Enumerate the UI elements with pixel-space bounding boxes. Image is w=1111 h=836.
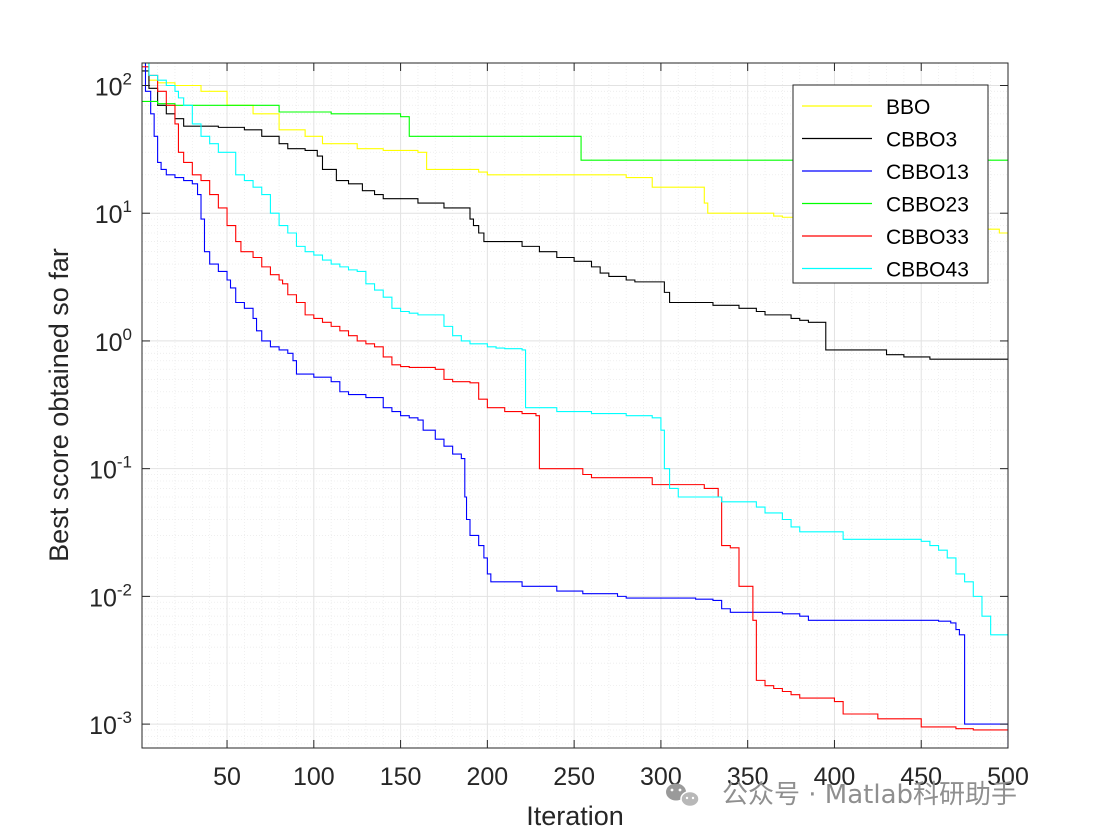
y-tick-label: 101 (95, 197, 132, 229)
legend-label: CBBO23 (886, 194, 969, 217)
x-axis-ticks: 50 100 150 200 250 300 350 400 450 500 (213, 63, 1029, 791)
legend-item-cbbo13[interactable]: CBBO13 (802, 161, 969, 184)
x-tick-label: 250 (553, 763, 595, 791)
legend: BBO CBBO3 CBBO13 CBBO23 CBBO33 CBBO43 (792, 84, 989, 284)
x-tick-label: 450 (900, 763, 942, 791)
y-tick-label: 102 (95, 69, 132, 101)
x-tick-label: 350 (727, 763, 769, 791)
x-tick-label: 500 (987, 763, 1029, 791)
watermark: 公众号 · Matlab科研助手 (666, 780, 1017, 810)
x-tick-label: 200 (466, 763, 508, 791)
legend-item-bbo[interactable]: BBO (802, 96, 930, 119)
series-line-cbbo33 (142, 66, 1008, 731)
legend-label: CBBO3 (886, 129, 957, 152)
x-tick-label: 100 (293, 763, 335, 791)
watermark-text: 公众号 · Matlab科研助手 (722, 780, 1017, 810)
y-tick-label: 100 (95, 325, 132, 357)
legend-item-cbbo23[interactable]: CBBO23 (802, 194, 969, 217)
plot-frame (141, 62, 1009, 749)
x-tick-label: 400 (814, 763, 856, 791)
series-line-cbbo43 (142, 63, 1008, 636)
legend-item-cbbo33[interactable]: CBBO33 (802, 226, 969, 249)
legend-item-cbbo43[interactable]: CBBO43 (802, 259, 969, 282)
y-tick-label: 10-3 (89, 708, 132, 740)
grid (142, 63, 1009, 748)
legend-label: BBO (886, 96, 930, 119)
y-tick-label: 10-2 (89, 580, 132, 612)
legend-label: CBBO33 (886, 226, 969, 249)
wechat-icon (666, 783, 700, 808)
x-tick-label: 50 (213, 763, 241, 791)
x-axis-label: Iteration (526, 801, 624, 831)
y-tick-label: 10-1 (89, 453, 132, 485)
y-axis-label: Best score obtained so far (44, 248, 74, 562)
series-line-cbbo3 (142, 70, 1008, 360)
x-tick-label: 150 (380, 763, 422, 791)
legend-item-cbbo3[interactable]: CBBO3 (802, 129, 957, 152)
y-axis-ticks: 10-3 10-2 10-1 100 101 102 (89, 69, 1008, 740)
legend-box (792, 84, 989, 284)
series-line-cbbo13 (142, 63, 1008, 748)
legend-label: CBBO43 (886, 259, 969, 282)
legend-label: CBBO13 (886, 161, 969, 184)
series-layer (142, 63, 1008, 748)
